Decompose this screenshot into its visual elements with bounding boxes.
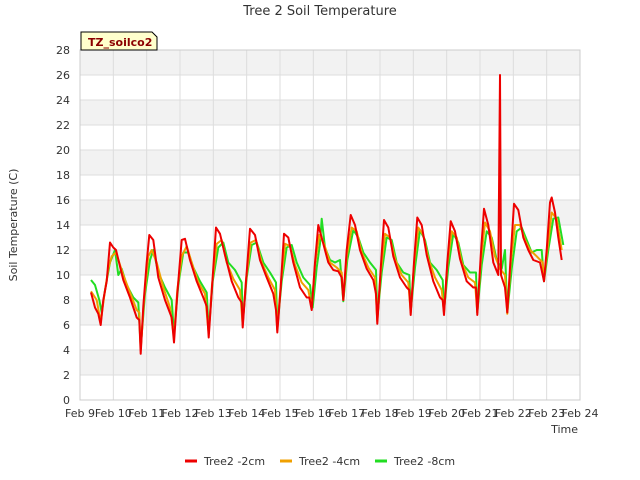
- y-tick-label: 10: [56, 269, 70, 282]
- y-tick-label: 16: [56, 194, 70, 207]
- x-tick-label: Feb 11: [128, 407, 165, 420]
- legend-label: Tree2 -8cm: [393, 455, 455, 468]
- x-tick-label: Feb 19: [395, 407, 432, 420]
- x-tick-label: Feb 24: [562, 407, 599, 420]
- legend-label: Tree2 -4cm: [298, 455, 360, 468]
- x-tick-label: Feb 13: [195, 407, 232, 420]
- plot-band: [80, 150, 580, 175]
- y-tick-label: 22: [56, 119, 70, 132]
- x-tick-label: Feb 12: [162, 407, 199, 420]
- legend: Tree2 -2cm Tree2 -4cm Tree2 -8cm: [185, 455, 455, 468]
- y-tick-label: 18: [56, 169, 70, 182]
- series-line-tree2-4cm: [90, 211, 563, 351]
- x-tick-label: Feb 20: [428, 407, 465, 420]
- annotation-badge-text: TZ_soilco2: [88, 36, 152, 49]
- y-tick-label: 0: [63, 394, 70, 407]
- y-tick-label: 14: [56, 219, 70, 232]
- y-tick-label: 6: [63, 319, 70, 332]
- chart-title: Tree 2 Soil Temperature: [242, 4, 397, 19]
- plot-band: [80, 100, 580, 125]
- annotation-badge-box: [80, 31, 158, 51]
- x-tick-label: Feb 22: [495, 407, 532, 420]
- series-lines: [90, 74, 565, 355]
- y-tick-label: 8: [63, 294, 70, 307]
- y-tick-label: 28: [56, 44, 70, 57]
- plot-background-bands: [80, 50, 580, 375]
- y-tick-label: 12: [56, 244, 70, 257]
- x-tick-label: Feb 17: [328, 407, 365, 420]
- legend-label: Tree2 -2cm: [203, 455, 265, 468]
- plot-band: [80, 50, 580, 75]
- x-tick-label: Feb 14: [228, 407, 265, 420]
- plot-border: [79, 49, 581, 401]
- x-tick-label: Feb 18: [362, 407, 399, 420]
- plot-band: [80, 300, 580, 325]
- y-tick-label: 4: [63, 344, 70, 357]
- x-tick-label: Feb 10: [95, 407, 132, 420]
- y-tick-label: 2: [63, 369, 70, 382]
- x-axis-label: Time: [550, 423, 578, 436]
- plot-band: [80, 350, 580, 375]
- x-tick-label: Feb 23: [528, 407, 565, 420]
- series-line-tree2-2cm: [90, 74, 563, 355]
- y-axis-label: Soil Temperature (C): [7, 169, 20, 282]
- x-tick-label: Feb 16: [295, 407, 332, 420]
- annotation-badge: TZ_soilco2: [80, 31, 158, 51]
- x-tick-label: Feb 15: [262, 407, 299, 420]
- x-tick-label: Feb 21: [462, 407, 499, 420]
- y-tick-label: 24: [56, 94, 70, 107]
- y-tick-label: 20: [56, 144, 70, 157]
- x-tick-label: Feb 9: [65, 407, 95, 420]
- y-tick-label: 26: [56, 69, 70, 82]
- plot-band: [80, 200, 580, 225]
